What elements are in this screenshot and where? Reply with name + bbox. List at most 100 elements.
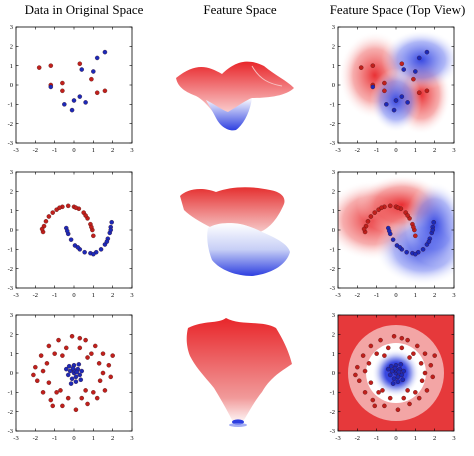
row2-original-red-point — [65, 203, 71, 209]
row3-original-red-point — [73, 407, 79, 412]
row2-original-xtick-label: -2 — [33, 292, 38, 299]
title-original-space: Data in Original Space — [24, 2, 144, 17]
row3-top-view-xtick-label: 1 — [414, 435, 417, 442]
row2-top-view-blue-point — [404, 249, 409, 255]
row3-top-view-axes: -3-3 -2 -2 -1 -1 0 0 1 1 2 2 3 3 — [330, 312, 456, 442]
row2-top-view-xtick-label: 0 — [394, 292, 397, 299]
row3-original-red-point — [100, 370, 106, 376]
row2-original-red-point — [43, 219, 49, 224]
row3-top-view-ytick-label: 0 — [332, 370, 335, 377]
row1-top-view-ytick-label: 0 — [332, 82, 335, 89]
row1-top-view-xtick-label: 2 — [433, 147, 436, 154]
row3-top-view-red-point — [378, 337, 383, 343]
row1-original-ytick-label: -3 — [8, 140, 13, 147]
row3-top-view-red-point — [360, 353, 366, 358]
row3-original-red-point — [85, 355, 90, 360]
row3-top-view-blue-point — [399, 372, 405, 378]
row1-top-view-blue-point — [405, 100, 410, 105]
row3-original-blue-point — [68, 381, 74, 386]
row3-top-view-ytick-label: -1 — [330, 390, 335, 397]
row1-original-blue-point — [69, 107, 75, 113]
row3-original-blue-point — [73, 374, 79, 380]
row1-top-view-red-point — [424, 88, 430, 94]
row3-original-xtick-label: -1 — [52, 435, 57, 442]
row1-top-view-xtick-label: -2 — [355, 147, 360, 154]
row3-original-ytick-label: 2 — [10, 332, 13, 339]
row1-top-view-xtick-label: 0 — [394, 147, 397, 154]
row2-top-view-blue-point — [390, 237, 396, 242]
row2-original-xtick-label: 3 — [130, 292, 133, 299]
row1-top-view-red-point — [382, 80, 387, 86]
row3-original-red-point — [46, 343, 52, 349]
row3-top-view-red-point — [370, 397, 376, 403]
row3-top-view-xtick-label: -3 — [335, 435, 340, 442]
row3-original-red-point — [93, 343, 98, 349]
row3-original-red-point — [77, 345, 83, 351]
row2-top-view-ytick-label: 1 — [332, 208, 335, 215]
row3-top-view-blue-point — [386, 366, 391, 372]
row3-top-view-red-point — [355, 364, 360, 370]
row3-original-red-point — [48, 397, 54, 403]
row2-original-frame — [15, 171, 133, 289]
row1-original-red-point — [60, 80, 65, 86]
row3-top-view-ytick-label: 1 — [332, 351, 335, 358]
row2-top-view-ytick-label: 3 — [332, 169, 335, 176]
row2-top-view-red-point — [379, 205, 384, 211]
row2-original-blue-point — [68, 237, 74, 242]
row3-original-xtick-label: 0 — [72, 435, 75, 442]
row3-top-view-blue-point — [398, 362, 404, 367]
row3-original-red-point — [33, 364, 38, 370]
row3-original-red-point — [77, 335, 83, 341]
row3-original-red-point — [64, 345, 69, 351]
row3-top-view-blue-point — [392, 365, 398, 371]
row1-top-view-blue-point — [393, 98, 399, 103]
row1-top-view-points — [358, 49, 430, 113]
row3-original-ytick-label: 3 — [10, 312, 13, 319]
row3-original-ytick-label: -2 — [8, 409, 13, 416]
row2-original-blue-point — [104, 239, 110, 244]
row3-top-view-points — [353, 334, 437, 412]
row2-original-red-point — [46, 214, 52, 219]
row3-original-red-point — [40, 390, 46, 395]
row3-original-red-point — [79, 395, 84, 401]
row1-top-view-ytick-label: -1 — [330, 102, 335, 109]
row3-top-view-red-point — [362, 390, 368, 395]
row3-top-view-red-point — [382, 353, 387, 358]
row3-original-red-point — [97, 378, 103, 383]
row2-top-view-blue-point — [426, 239, 432, 244]
row2-top-view-points — [361, 203, 436, 257]
row3-original-red-point — [65, 395, 71, 401]
row2-original-blue-point — [109, 220, 114, 225]
row1-original-blue-point — [77, 94, 83, 99]
row3-original-red-point — [94, 395, 100, 401]
row2-top-view-blue-point — [413, 251, 418, 257]
row3-original-red-point — [69, 334, 75, 339]
row3-original-red-point — [50, 403, 55, 409]
row3-top-view-red-point — [430, 374, 435, 380]
row2-original-points — [39, 203, 114, 257]
row1-original-blue-point — [83, 100, 88, 105]
row2-original-blue-point — [75, 245, 81, 250]
row3-original-blue-point — [77, 372, 83, 378]
row3-top-view-red-point — [419, 378, 425, 383]
row3-top-view-red-point — [399, 345, 405, 351]
row1-top-view-xtick-label: 1 — [414, 147, 417, 154]
row2-top-view-red-point — [372, 210, 377, 215]
row3-top-view-xtick-label: 3 — [452, 435, 455, 442]
row2-original-blue-point — [108, 227, 113, 233]
surface-ridge-line — [251, 65, 283, 87]
surface-red-ridge — [180, 187, 285, 232]
row3-original-red-point — [44, 361, 50, 366]
row3-top-view-xtick-label: -1 — [374, 435, 379, 442]
row3-original-red-point — [60, 353, 65, 358]
row3-top-view-red-point — [395, 407, 401, 412]
row2-top-view-blue-point — [430, 227, 435, 233]
row3-original-blue-point — [79, 368, 84, 374]
row3-top-view-blue-point — [395, 379, 401, 384]
row3-original-red-point — [96, 361, 102, 366]
row3-original-red-point — [58, 388, 63, 393]
row1-original-frame — [15, 26, 133, 144]
row1-top-view-blue-point — [413, 69, 418, 74]
